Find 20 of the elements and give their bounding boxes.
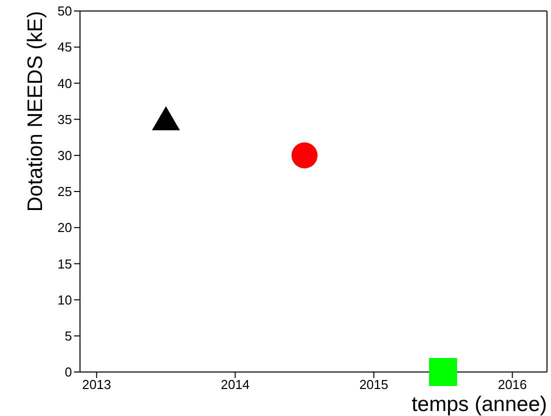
x-tick-label: 2013 (82, 377, 112, 392)
y-tick-label: 0 (64, 364, 72, 380)
y-tick-label: 45 (58, 40, 72, 55)
y-tick-label: 15 (58, 256, 72, 272)
point (429, 358, 458, 386)
y-axis-title: Dotation NEEDS (kE) (24, 11, 47, 212)
point (152, 106, 180, 130)
y-tick-label: 20 (58, 220, 72, 236)
x-tick-label: 2016 (498, 377, 527, 392)
x-tick-label: 2014 (220, 377, 250, 392)
y-tick-label: 40 (58, 76, 72, 91)
point (291, 142, 318, 168)
y-tick-label: 10 (58, 292, 72, 308)
y-tick-label: 50 (58, 4, 72, 19)
x-axis-title: temps (annee) (412, 393, 547, 416)
x-tick-label: 2015 (359, 377, 388, 392)
y-tick-label: 35 (58, 112, 72, 127)
y-tick-label: 5 (64, 328, 72, 344)
y-tick-label: 30 (58, 148, 72, 164)
y-tick-label: 25 (58, 184, 72, 200)
